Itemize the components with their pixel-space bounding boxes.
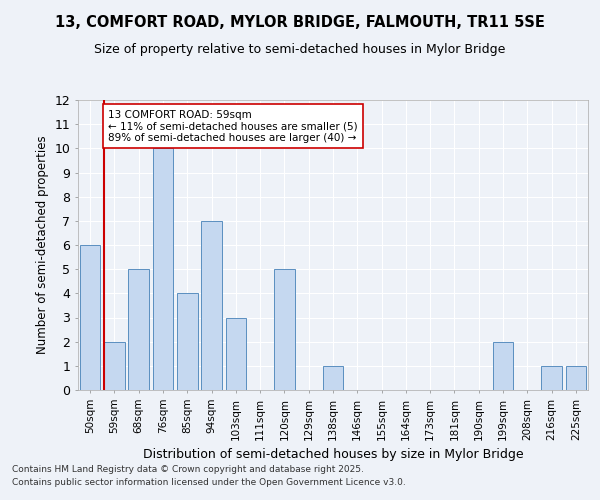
Text: 13, COMFORT ROAD, MYLOR BRIDGE, FALMOUTH, TR11 5SE: 13, COMFORT ROAD, MYLOR BRIDGE, FALMOUTH… <box>55 15 545 30</box>
Bar <box>177 294 197 390</box>
Bar <box>226 318 246 390</box>
Bar <box>274 269 295 390</box>
X-axis label: Distribution of semi-detached houses by size in Mylor Bridge: Distribution of semi-detached houses by … <box>143 448 523 461</box>
Bar <box>493 342 514 390</box>
Bar <box>323 366 343 390</box>
Bar <box>566 366 586 390</box>
Bar <box>152 148 173 390</box>
Bar <box>104 342 125 390</box>
Text: Contains HM Land Registry data © Crown copyright and database right 2025.: Contains HM Land Registry data © Crown c… <box>12 466 364 474</box>
Bar <box>201 221 222 390</box>
Text: Size of property relative to semi-detached houses in Mylor Bridge: Size of property relative to semi-detach… <box>94 42 506 56</box>
Bar <box>80 245 100 390</box>
Y-axis label: Number of semi-detached properties: Number of semi-detached properties <box>36 136 49 354</box>
Text: 13 COMFORT ROAD: 59sqm
← 11% of semi-detached houses are smaller (5)
89% of semi: 13 COMFORT ROAD: 59sqm ← 11% of semi-det… <box>108 110 358 143</box>
Bar <box>128 269 149 390</box>
Bar <box>541 366 562 390</box>
Text: Contains public sector information licensed under the Open Government Licence v3: Contains public sector information licen… <box>12 478 406 487</box>
